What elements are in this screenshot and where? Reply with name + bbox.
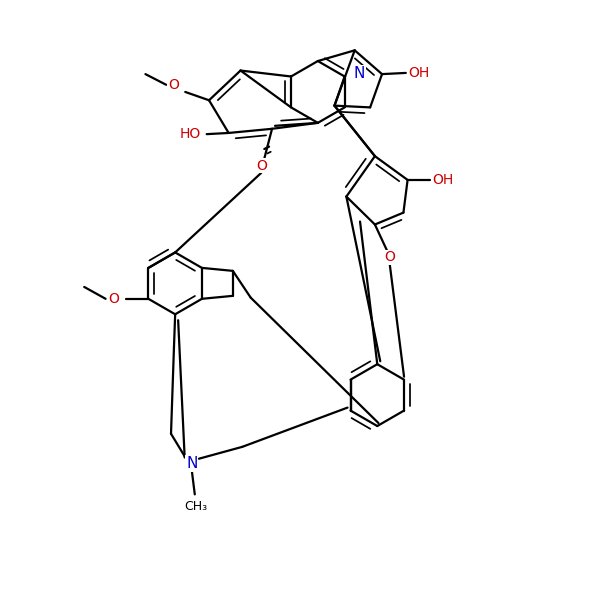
Text: OH: OH [433, 173, 454, 187]
Text: CH₃: CH₃ [184, 500, 208, 513]
Text: O: O [256, 158, 267, 173]
Text: O: O [109, 292, 119, 306]
Text: O: O [168, 78, 179, 92]
Text: O: O [385, 250, 395, 264]
Text: HO: HO [180, 127, 201, 141]
Text: N: N [186, 456, 197, 471]
Text: N: N [354, 66, 365, 81]
Text: OH: OH [408, 66, 430, 80]
